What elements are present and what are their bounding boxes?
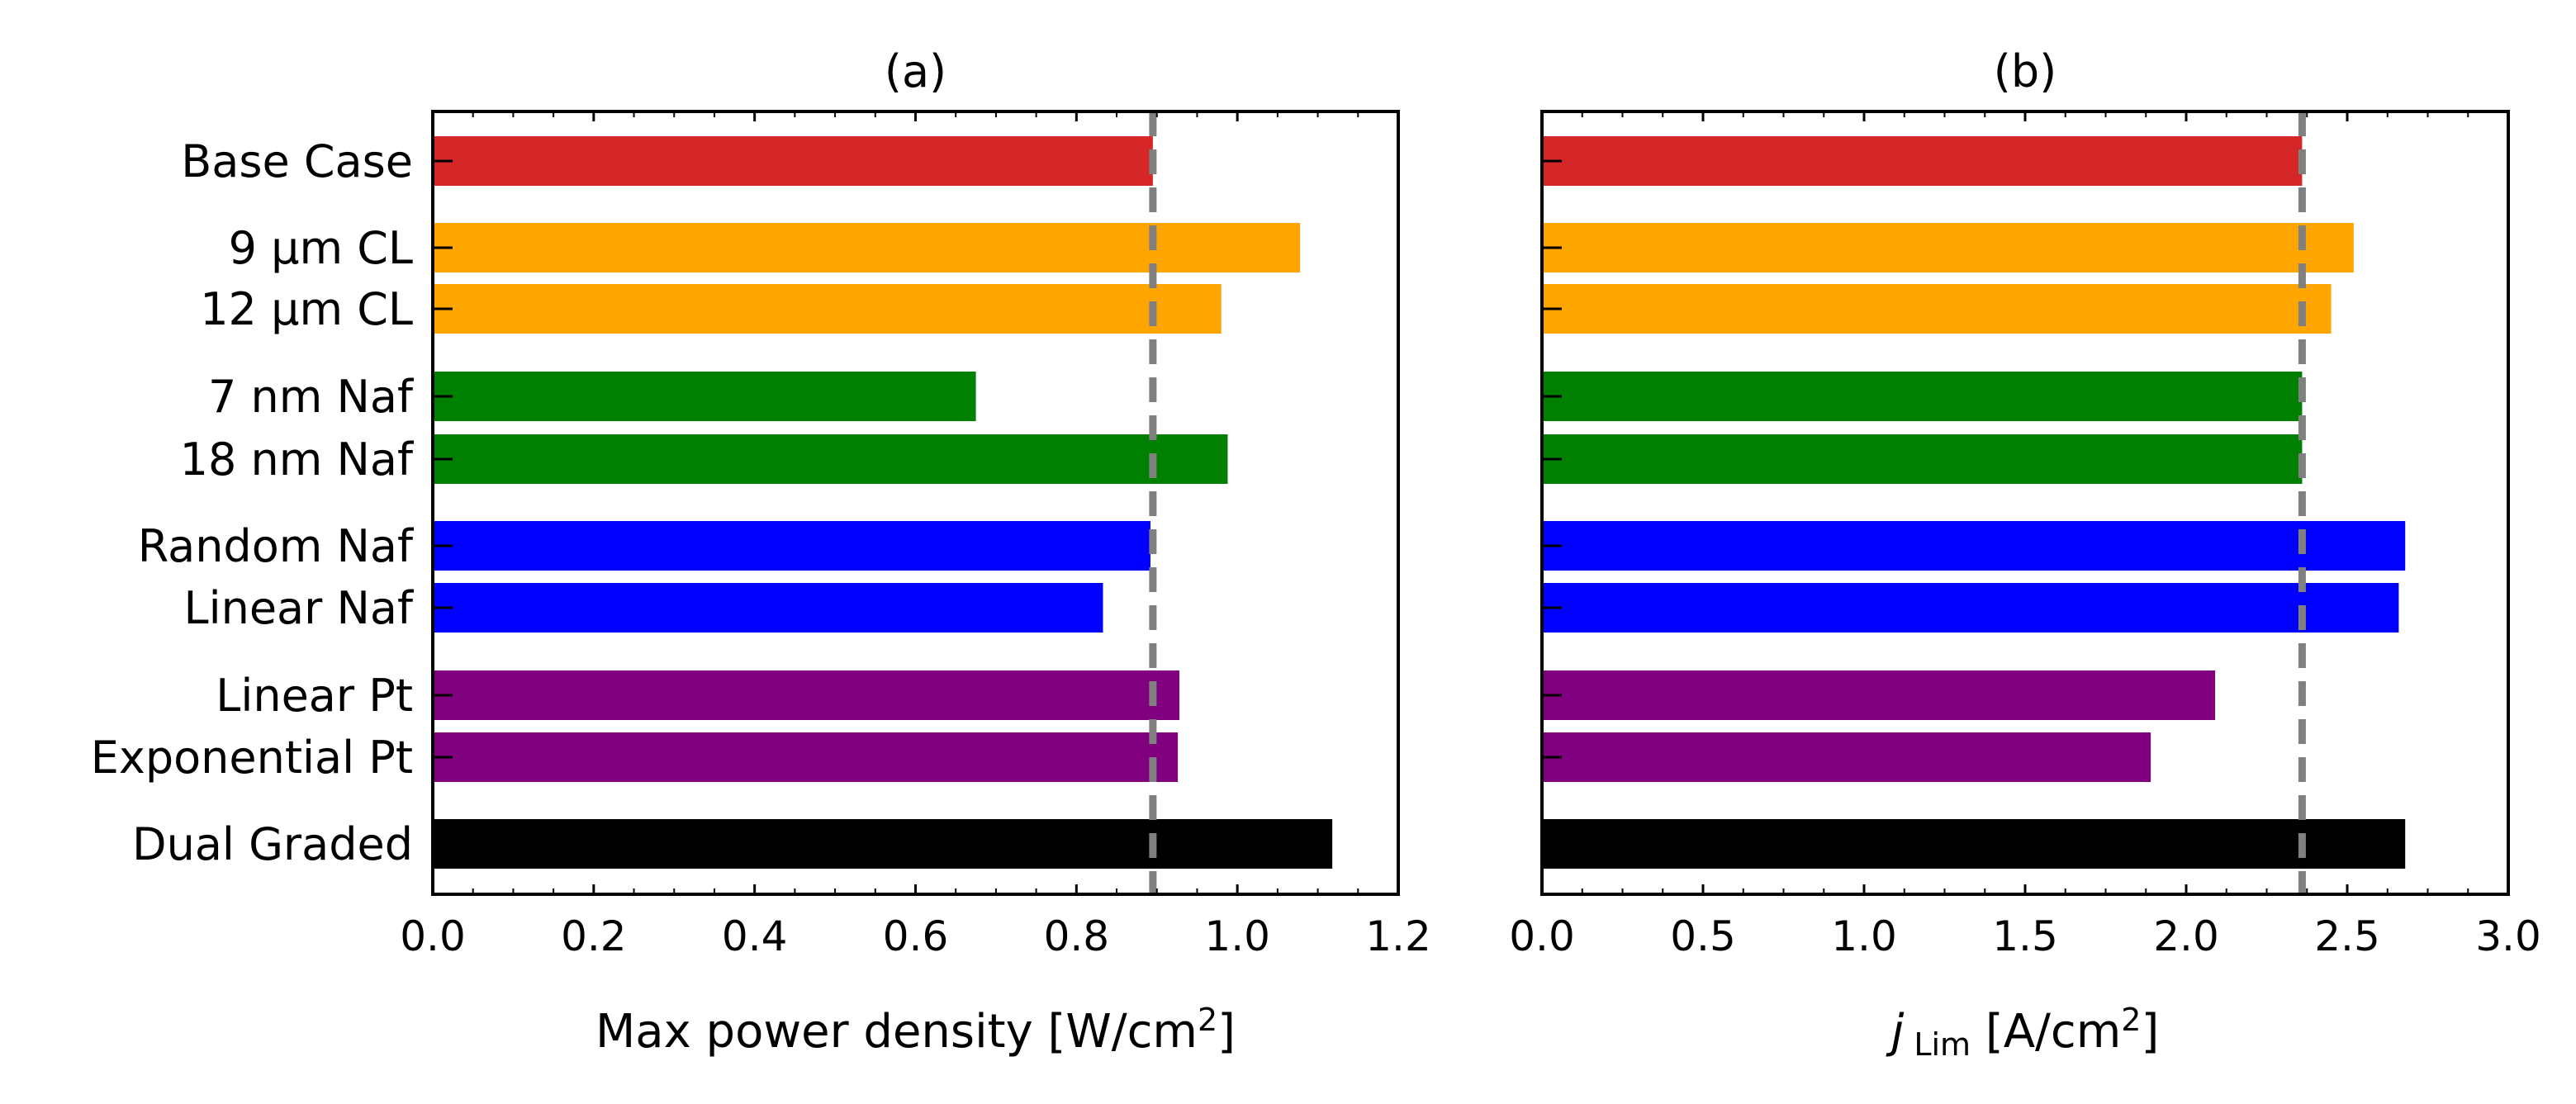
bar — [433, 521, 1150, 571]
bar — [433, 284, 1222, 334]
x-tick-label: 0.0 — [1509, 912, 1575, 960]
panel-title: (a) — [885, 45, 946, 97]
category-label: Exponential Pt — [91, 732, 413, 784]
x-axis-label: j Lim [A/cm2] — [1886, 1002, 2160, 1063]
x-tick-label: 0.5 — [1670, 912, 1736, 960]
bar — [433, 819, 1333, 869]
bar — [433, 223, 1301, 272]
bar — [433, 434, 1228, 484]
bar — [1542, 284, 2332, 334]
category-label: 18 nm Naf — [180, 434, 415, 486]
bar — [1542, 223, 2354, 272]
category-label: Dual Graded — [132, 818, 413, 870]
bar — [433, 732, 1179, 782]
x-tick-label: 2.5 — [2314, 912, 2380, 960]
x-tick-label: 3.0 — [2475, 912, 2541, 960]
bar — [433, 136, 1153, 186]
category-label: 9 μm CL — [229, 222, 413, 274]
category-label: Random Naf — [138, 520, 415, 572]
x-tick-label: 1.0 — [1831, 912, 1897, 960]
panel-a: 0.0 0.2 0.4 0.6 0.8 1.0 1.2 (a) Base Case 9 μm CL… — [91, 45, 1431, 1059]
x-axis-label: Max power density [W/cm2] — [595, 1002, 1236, 1059]
bar — [1542, 372, 2303, 421]
x-tick-label: 0.6 — [883, 912, 949, 960]
bar — [1542, 819, 2406, 869]
category-label: 12 μm CL — [200, 283, 413, 335]
x-tick-label: 1.0 — [1204, 912, 1270, 960]
bar — [1542, 521, 2406, 571]
panel-b: 0.0 0.5 1.0 1.5 2.0 2.5 3.0 (b) j Lim [A/cm2] — [1509, 45, 2541, 1063]
bar — [433, 670, 1180, 720]
x-tick-label: 1.2 — [1365, 912, 1431, 960]
x-tick-label: 2.0 — [2153, 912, 2219, 960]
category-label: 7 nm Naf — [208, 371, 415, 423]
x-tick-label: 1.5 — [1992, 912, 2058, 960]
bar — [1542, 732, 2151, 782]
bar — [1542, 434, 2303, 484]
x-tick-label: 0.2 — [561, 912, 627, 960]
bar — [1542, 670, 2216, 720]
x-tick-label: 0.0 — [400, 912, 466, 960]
category-label: Base Case — [181, 135, 413, 187]
bar — [1542, 583, 2399, 633]
x-tick-label: 0.8 — [1044, 912, 1110, 960]
x-tick-label: 0.4 — [722, 912, 788, 960]
bar — [433, 372, 976, 421]
category-label: Linear Pt — [216, 670, 413, 722]
category-label: Linear Naf — [184, 582, 415, 634]
bar — [433, 583, 1103, 633]
panel-title: (b) — [1994, 45, 2057, 97]
bar — [1542, 136, 2303, 186]
